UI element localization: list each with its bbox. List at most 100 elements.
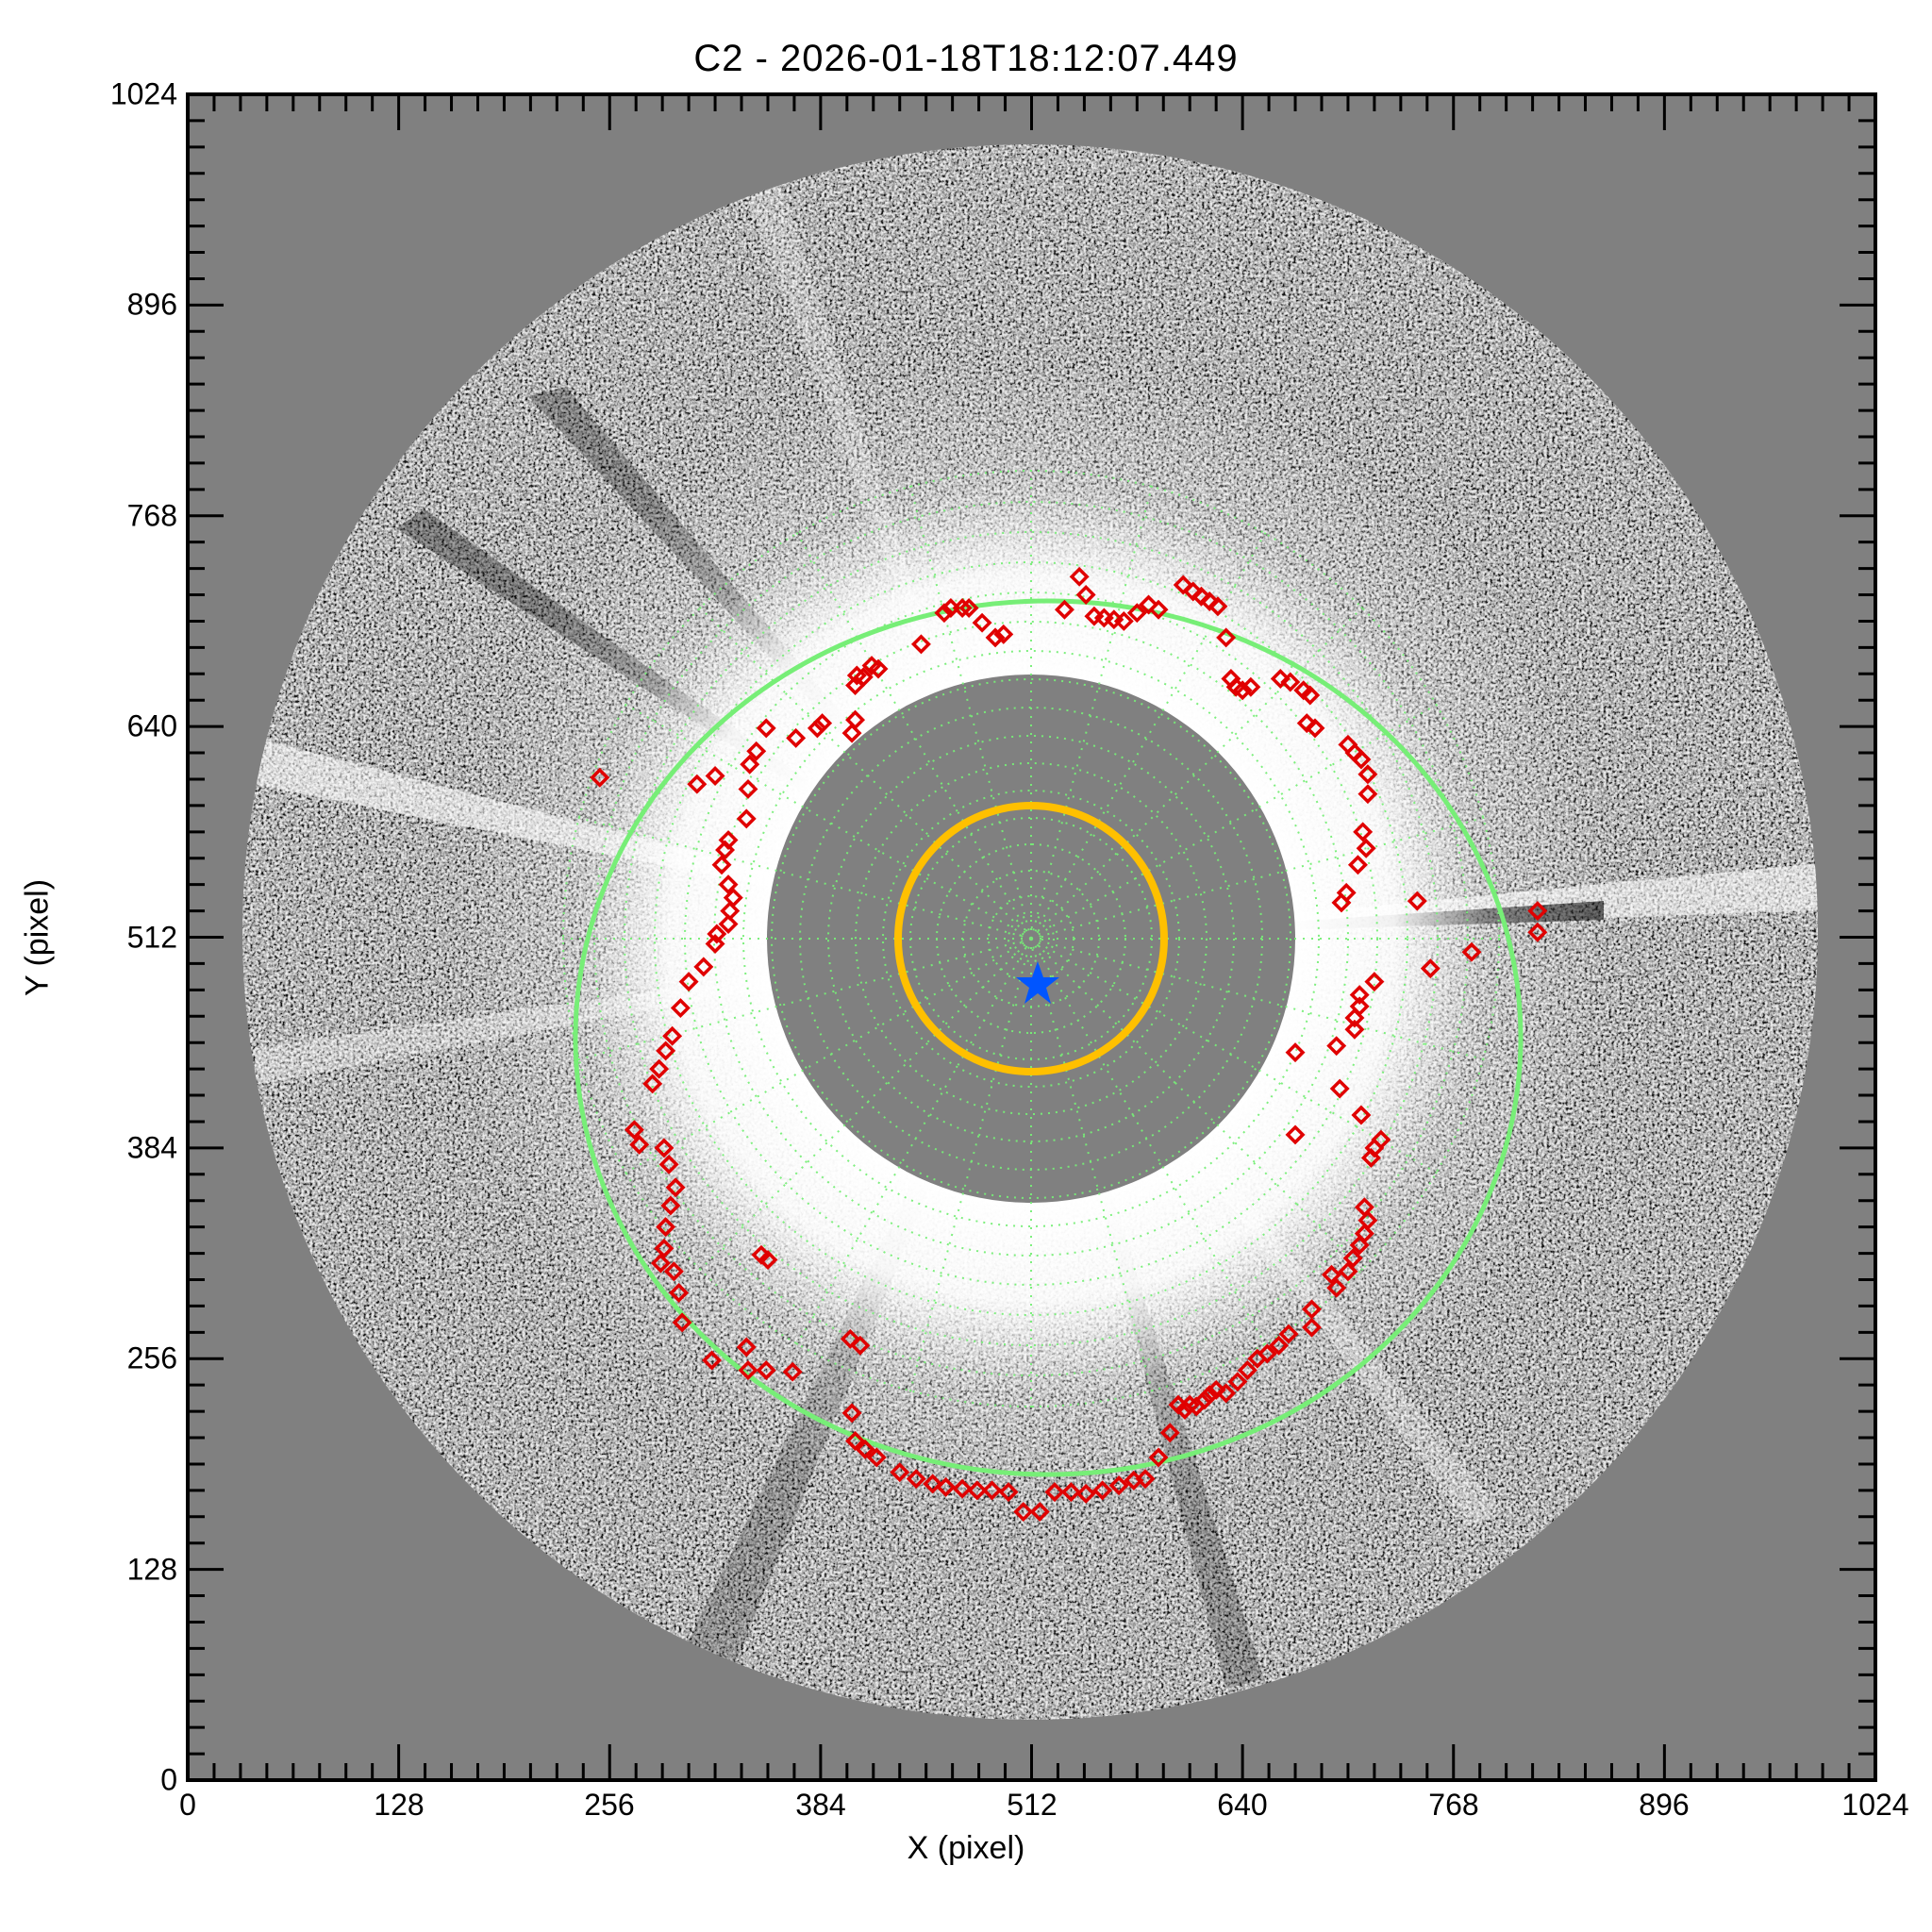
cme-front-marker [1241, 676, 1261, 697]
cme-front-marker [868, 658, 889, 679]
y-tick-label: 640 [126, 708, 177, 743]
cme-front-marker [1232, 680, 1253, 701]
cme-front-marker [1420, 958, 1441, 979]
cme-front-marker [1108, 1475, 1129, 1496]
cme-front-marker [1349, 985, 1370, 1006]
y-tick-label: 256 [126, 1341, 177, 1375]
cme-front-marker [1173, 575, 1193, 595]
cme-front-marker [705, 934, 725, 954]
cme-front-marker [923, 1474, 943, 1494]
cme-front-marker [1302, 1317, 1322, 1338]
cme-front-marker [660, 1195, 681, 1216]
cme-front-marker [1364, 972, 1385, 992]
polar-grid [559, 467, 1503, 1410]
cme-front-marker [1356, 838, 1376, 858]
y-tick-label: 0 [160, 1762, 177, 1797]
cme-front-marker [687, 774, 708, 794]
cme-front-marker [758, 1250, 778, 1271]
cme-front-marker [718, 914, 739, 935]
cme-front-marker [1247, 1348, 1268, 1369]
cme-front-markers [590, 566, 1548, 1523]
cme-front-marker [1208, 596, 1228, 617]
cme-front-marker [1054, 599, 1074, 620]
cme-front-marker [1461, 941, 1482, 962]
cme-front-marker [1060, 1482, 1081, 1503]
cme-front-marker [1013, 1502, 1034, 1523]
cme-front-marker [952, 598, 973, 618]
cme-front-marker [1092, 1480, 1113, 1501]
cme-front-marker [1305, 718, 1325, 739]
solar-disk-circle [894, 802, 1168, 1075]
cme-front-marker [670, 998, 691, 1019]
cme-front-marker [910, 634, 931, 655]
cme-front-marker [1326, 1277, 1347, 1298]
cme-front-marker [845, 709, 866, 730]
cme-front-marker [967, 1480, 988, 1501]
cme-front-marker [1349, 1235, 1370, 1256]
cme-front-marker [1148, 1447, 1169, 1468]
cme-front-marker [1075, 585, 1096, 605]
cme-front-marker [841, 723, 862, 743]
cme-front-marker [1174, 1399, 1195, 1420]
cme-front-marker [705, 766, 725, 786]
y-tick-label: 512 [126, 920, 177, 955]
cme-front-marker [590, 767, 610, 788]
x-axis-label: X (pixel) [907, 1830, 1025, 1866]
cme-front-marker [1300, 685, 1321, 706]
cme-front-marker [654, 1138, 675, 1158]
cme-front-marker [658, 1154, 679, 1174]
cme-front-marker [649, 1058, 670, 1079]
cme-front-marker [782, 1361, 803, 1382]
cme-front-marker [952, 1478, 973, 1499]
cme-front-marker [665, 1177, 686, 1198]
cme-front-marker [723, 888, 743, 908]
cme-front-marker [866, 1447, 887, 1468]
cme-front-marker [650, 1253, 671, 1274]
cme-front-marker [1044, 1482, 1065, 1503]
x-tick-label: 640 [1217, 1788, 1268, 1822]
cme-front-marker [654, 1238, 675, 1258]
cme-front-marker [678, 972, 699, 992]
cme-front-marker [890, 1462, 910, 1483]
cme-front-marker [1206, 1379, 1226, 1400]
cme-front-marker [624, 1120, 644, 1141]
x-tick-label: 0 [179, 1788, 196, 1822]
cme-front-marker [656, 1041, 676, 1061]
coronagraph-image [242, 144, 1818, 1720]
cme-front-marker [1357, 784, 1378, 805]
cme-front-marker [738, 778, 758, 799]
cme-front-marker [751, 1244, 772, 1265]
y-tick-label: 128 [126, 1552, 177, 1587]
cme-front-marker [1351, 1105, 1372, 1125]
x-tick-label: 896 [1639, 1788, 1690, 1822]
axis-ticks [186, 92, 1877, 1782]
cme-front-marker [718, 830, 739, 851]
x-tick-label: 256 [584, 1788, 635, 1822]
cme-front-marker [663, 1261, 684, 1282]
cme-front-marker [1124, 1470, 1144, 1491]
cme-front-marker [1135, 1469, 1156, 1490]
x-tick-label: 128 [374, 1788, 425, 1822]
cme-front-marker [993, 624, 1014, 644]
cme-front-marker [1269, 1335, 1290, 1356]
chart-title: C2 - 2026-01-18T18:12:07.449 [693, 38, 1239, 79]
cme-front-marker [861, 656, 882, 676]
cme-front-marker [1285, 1124, 1306, 1145]
cme-front-marker [1186, 1396, 1207, 1417]
cme-front-marker [985, 627, 1006, 648]
y-tick-label: 384 [126, 1130, 177, 1165]
x-tick-label: 1024 [1841, 1788, 1909, 1822]
cme-front-marker [841, 1403, 862, 1424]
cme-front-marker [1285, 1042, 1306, 1063]
cme-front-marker [1257, 1343, 1277, 1364]
cme-front-marker [656, 1217, 676, 1238]
cme-front-marker [629, 1134, 650, 1155]
cme-front-marker [1148, 599, 1169, 620]
y-tick-label: 896 [126, 287, 177, 322]
cme-front-marker [642, 1074, 663, 1094]
cme-front-marker [1227, 1372, 1248, 1392]
cme-front-marker [1280, 672, 1301, 692]
cme-front-marker [702, 1350, 723, 1371]
cme-front-marker [693, 957, 714, 977]
